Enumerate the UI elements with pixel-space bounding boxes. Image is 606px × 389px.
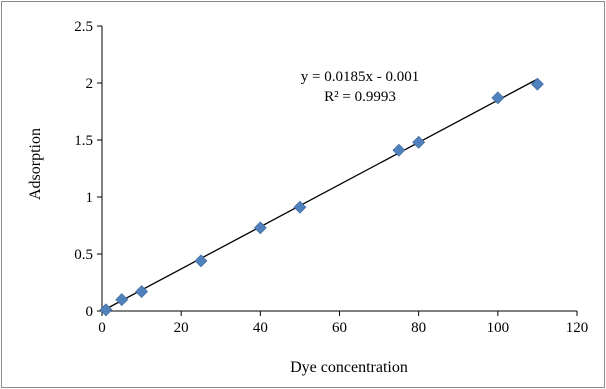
data-point — [392, 143, 406, 157]
data-point — [530, 77, 544, 91]
y-tick-label: 1 — [86, 190, 94, 206]
data-point — [293, 200, 307, 214]
data-point — [412, 135, 426, 149]
x-tick-label: 80 — [411, 320, 426, 336]
data-point — [253, 221, 267, 235]
y-tick-label: 2.5 — [74, 19, 93, 35]
x-tick-label: 60 — [332, 320, 347, 336]
tick-marks — [97, 25, 578, 316]
x-tick-label: 0 — [98, 320, 106, 336]
data-point — [491, 91, 505, 105]
data-points — [99, 77, 544, 317]
y-tick-label: 1.5 — [74, 133, 93, 149]
trendline — [105, 78, 538, 310]
y-tick-label: 0 — [86, 304, 94, 320]
y-axis-title: Adsorption — [27, 128, 44, 200]
data-point — [194, 254, 208, 268]
x-tick-labels: 0 20 40 60 80 100 120 — [98, 320, 588, 336]
data-point — [135, 285, 149, 299]
x-axis-title: Dye concentration — [290, 359, 408, 376]
trendline-equation: y = 0.0185x - 0.001 — [301, 69, 419, 85]
y-tick-label: 0.5 — [74, 247, 93, 263]
y-tick-label: 2 — [86, 76, 94, 92]
x-tick-label: 20 — [174, 320, 189, 336]
data-point — [115, 293, 129, 307]
x-tick-label: 100 — [487, 320, 510, 336]
trendline-r-squared: R² = 0.9993 — [324, 89, 396, 105]
data-point — [99, 303, 113, 317]
y-tick-labels: 0 0.5 1 1.5 2 2.5 — [74, 19, 93, 320]
x-tick-label: 40 — [253, 320, 268, 336]
x-tick-label: 120 — [566, 320, 589, 336]
